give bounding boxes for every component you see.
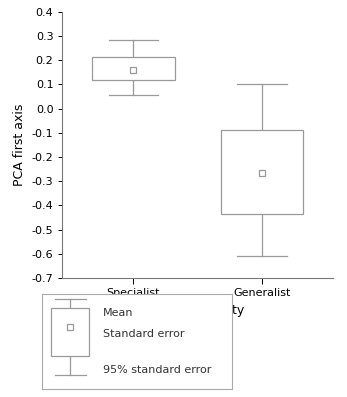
- X-axis label: Host specificty: Host specificty: [152, 304, 244, 317]
- Bar: [51, 308, 90, 356]
- Text: 95% standard error: 95% standard error: [103, 365, 211, 375]
- Text: Standard error: Standard error: [103, 329, 184, 339]
- Y-axis label: PCA first axis: PCA first axis: [13, 104, 26, 186]
- Bar: [92, 57, 175, 80]
- Text: Mean: Mean: [103, 308, 133, 318]
- Bar: [221, 130, 304, 214]
